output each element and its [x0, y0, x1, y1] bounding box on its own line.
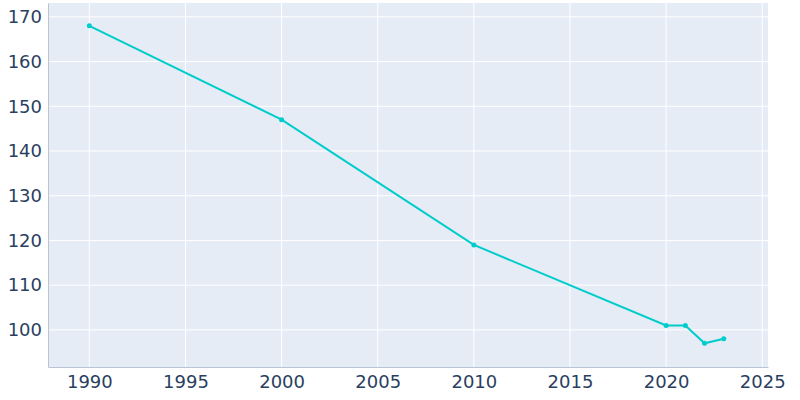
x-tick: 2010 [451, 367, 497, 392]
y-tick: 130 [8, 185, 48, 206]
x-axis-line [49, 367, 769, 368]
x-tick-label: 2015 [548, 371, 594, 392]
grid-line-y [48, 16, 768, 17]
y-axis-line [48, 4, 49, 368]
y-tick: 120 [8, 230, 48, 251]
marker [683, 323, 688, 328]
grid-line-y [48, 61, 768, 62]
plot-background [48, 3, 768, 367]
x-tick: 1990 [67, 367, 113, 392]
x-tick: 2025 [740, 367, 786, 392]
grid-line-y [48, 329, 768, 330]
y-tick: 160 [8, 51, 48, 72]
x-tick-label: 2005 [355, 371, 401, 392]
y-tick-label: 130 [8, 185, 42, 206]
x-tick-label: 1995 [163, 371, 209, 392]
x-tick: 1995 [163, 367, 209, 392]
x-tick-label: 2020 [644, 371, 690, 392]
y-tick-label: 110 [8, 274, 42, 295]
grid-line-y [48, 195, 768, 196]
x-tick-label: 1990 [67, 371, 113, 392]
y-tick: 170 [8, 6, 48, 27]
x-tick-label: 2025 [740, 371, 786, 392]
marker [702, 341, 707, 346]
grid-line-y [48, 151, 768, 152]
grid-line-y [48, 106, 768, 107]
y-tick-label: 140 [8, 140, 42, 161]
y-axis: 100 110 120 130 140 150 160 170 [8, 4, 49, 368]
x-tick: 2005 [355, 367, 401, 392]
grid-line-x [569, 3, 570, 367]
line [89, 26, 723, 343]
grid-line-x [185, 3, 186, 367]
y-tick-label: 100 [8, 319, 42, 340]
y-tick: 150 [8, 96, 48, 117]
x-axis: 1990 1995 2000 2005 2010 2015 2020 2025 [49, 367, 786, 392]
chart: 1990 1995 2000 2005 2010 2015 2020 2025 100 110 12… [0, 0, 800, 400]
grid-line-x [377, 3, 378, 367]
x-tick: 2000 [259, 367, 305, 392]
grid-line-y [48, 285, 768, 286]
x-tick: 2015 [548, 367, 594, 392]
x-tick-label: 2000 [259, 371, 305, 392]
grid [48, 3, 768, 367]
marker [87, 23, 92, 28]
plot: 1990 1995 2000 2005 2010 2015 2020 2025 100 110 12… [8, 3, 786, 392]
grid-line-x [762, 3, 763, 367]
grid-line-x [89, 3, 90, 367]
y-tick-label: 150 [8, 96, 42, 117]
y-tick: 110 [8, 274, 48, 295]
y-tick-label: 160 [8, 51, 42, 72]
marker [721, 336, 726, 341]
grid-line-y [48, 240, 768, 241]
marker [664, 323, 669, 328]
grid-line-x [473, 3, 474, 367]
grid-line-x [666, 3, 667, 367]
x-tick-label: 2010 [451, 371, 497, 392]
y-tick-label: 120 [8, 230, 42, 251]
marker [471, 242, 476, 247]
series [87, 23, 726, 345]
y-tick: 100 [8, 319, 48, 340]
x-tick: 2020 [644, 367, 690, 392]
grid-line-x [281, 3, 282, 367]
marker [279, 117, 284, 122]
y-tick: 140 [8, 140, 48, 161]
y-tick-label: 170 [8, 6, 42, 27]
